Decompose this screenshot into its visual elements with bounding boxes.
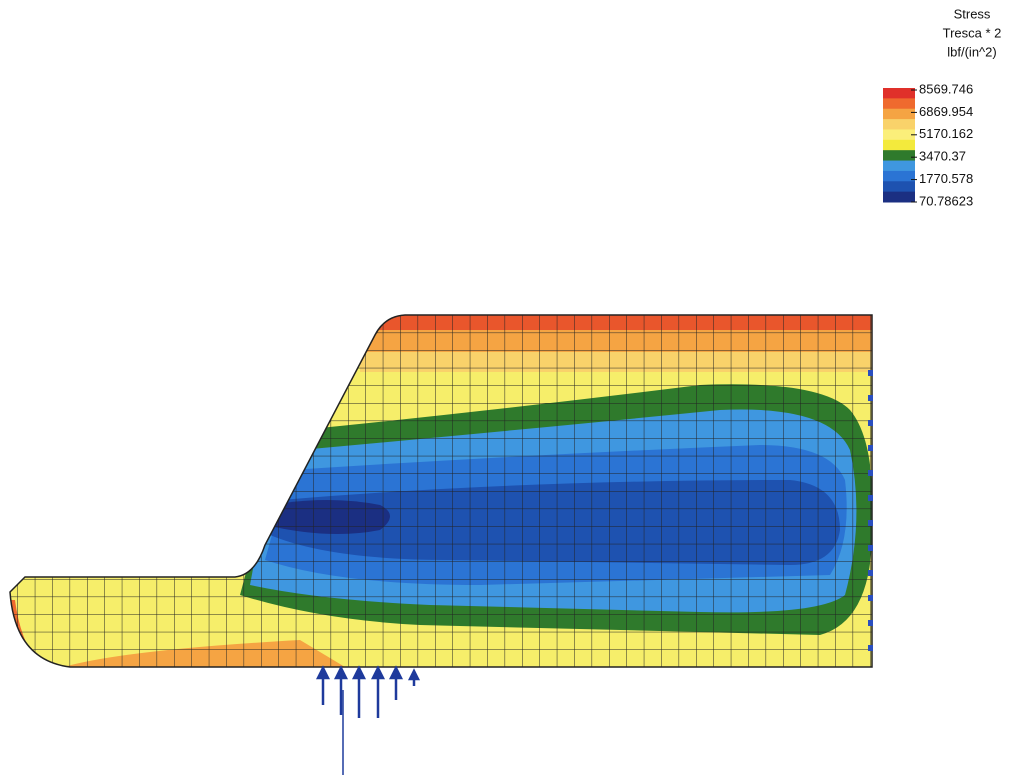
legend-label: 6869.954 xyxy=(919,104,973,119)
legend-swatch xyxy=(883,192,915,203)
legend-swatch xyxy=(883,161,915,172)
legend-label: 8569.746 xyxy=(919,81,973,96)
legend-label: 1770.578 xyxy=(919,171,973,186)
legend-swatch xyxy=(883,98,915,109)
stress-part xyxy=(0,300,900,700)
legend-swatch xyxy=(883,119,915,130)
legend-label: 5170.162 xyxy=(919,126,973,141)
legend-swatch xyxy=(883,181,915,192)
legend-swatch xyxy=(883,150,915,161)
legend-swatch xyxy=(883,129,915,140)
legend: Stress Tresca * 2 lbf/(in^2) 8569.746 6869.9… xyxy=(883,6,1001,208)
fea-view: Stress Tresca * 2 lbf/(in^2) 8569.746 6869.9… xyxy=(0,0,1009,775)
legend-label: 3470.37 xyxy=(919,149,966,164)
legend-title: Stress xyxy=(954,6,991,21)
legend-title: Tresca * 2 xyxy=(943,25,1002,40)
legend-swatch xyxy=(883,88,915,99)
legend-title: lbf/(in^2) xyxy=(947,44,996,59)
load-arrows xyxy=(318,668,418,775)
legend-swatch xyxy=(883,171,915,182)
legend-swatch xyxy=(883,140,915,151)
legend-swatch xyxy=(883,109,915,120)
legend-label: 70.78623 xyxy=(919,193,973,208)
